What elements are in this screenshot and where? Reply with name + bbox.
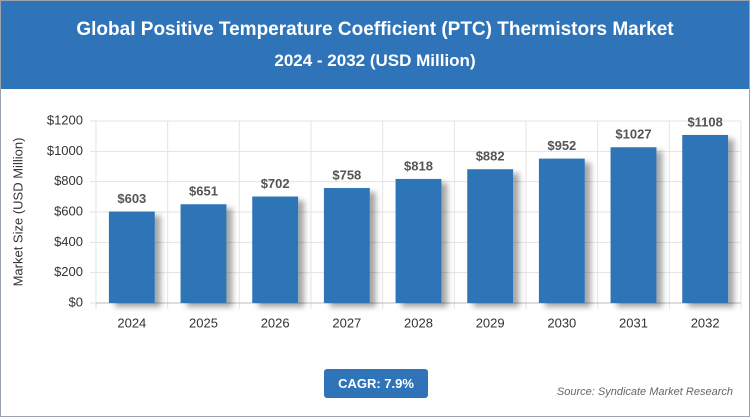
x-tick-label: 2027 [332,315,361,330]
value-label: $651 [189,184,218,199]
y-axis-label: Market Size (USD Million) [10,138,25,287]
x-tick-label: 2026 [261,315,290,330]
bar [682,134,729,303]
y-tick-label: $1000 [47,143,83,158]
x-tick-label: 2028 [404,315,433,330]
y-tick-label: $600 [54,203,83,218]
value-label: $702 [261,176,290,191]
x-tick-label: 2032 [691,315,720,330]
chart-subtitle: 2024 - 2032 (USD Million) [274,51,476,70]
y-tick-label: $800 [54,173,83,188]
value-label: $952 [547,138,576,153]
value-label: $882 [476,149,505,164]
value-label: $1108 [687,114,722,129]
bar [538,158,585,303]
bar [395,178,442,303]
x-tick-label: 2029 [476,315,505,330]
header: Global Positive Temperature Coefficient … [1,1,749,89]
bar [610,147,657,303]
x-tick-label: 2030 [547,315,576,330]
bar [180,204,227,303]
y-tick-label: $400 [54,234,83,249]
value-label: $758 [332,167,361,182]
y-tick-label: $0 [69,294,83,309]
bar [108,211,155,303]
value-label: $818 [404,158,433,173]
bar [323,188,370,303]
chart-title: Global Positive Temperature Coefficient … [76,19,674,40]
bar [467,169,514,303]
x-tick-label: 2025 [189,315,218,330]
value-label: $1027 [615,127,651,142]
x-tick-label: 2031 [619,315,648,330]
bar [252,196,299,303]
x-tick-label: 2024 [117,315,146,330]
source: Source: Syndicate Market Research [556,386,733,398]
value-label: $603 [117,191,146,206]
cagr-badge: CAGR: 7.9% [324,369,428,398]
y-tick-label: $200 [54,264,83,279]
y-tick-label: $1200 [47,112,83,127]
